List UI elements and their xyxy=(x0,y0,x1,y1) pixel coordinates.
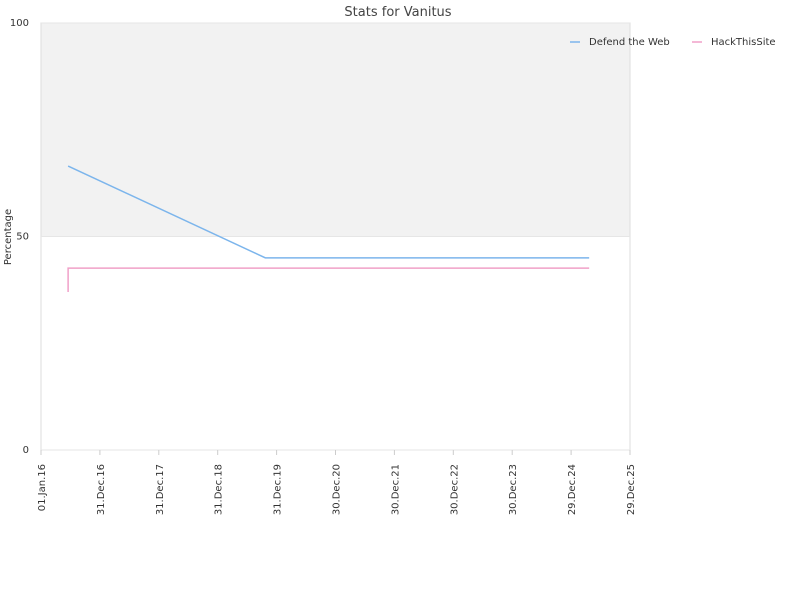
x-tick-label: 31.Dec.18 xyxy=(214,464,225,515)
y-tick-label: 50 xyxy=(16,232,29,243)
x-tick-label: 30.Dec.21 xyxy=(390,464,401,515)
x-tick-label: 30.Dec.20 xyxy=(332,464,343,515)
y-axis-label: Percentage xyxy=(3,209,14,265)
x-tick-label: 30.Dec.22 xyxy=(449,464,460,515)
legend-label: HackThisSite xyxy=(711,37,776,48)
x-tick-label: 31.Dec.19 xyxy=(273,464,284,515)
x-tick-label: 31.Dec.17 xyxy=(155,464,166,515)
x-tick-label: 29.Dec.25 xyxy=(626,464,637,515)
legend-label: Defend the Web xyxy=(589,37,670,48)
y-tick-label: 100 xyxy=(10,18,29,29)
series-line xyxy=(67,165,590,259)
x-tick-label: 30.Dec.23 xyxy=(508,464,519,515)
plot-band xyxy=(41,23,630,237)
x-tick-label: 01.Jan.16 xyxy=(37,464,48,511)
x-tick-label: 31.Dec.16 xyxy=(96,464,107,515)
series-line xyxy=(67,267,590,293)
y-tick-label: 0 xyxy=(23,445,29,456)
chart-title: Stats for Vanitus xyxy=(344,5,451,20)
x-tick-label: 29.Dec.24 xyxy=(567,464,578,515)
